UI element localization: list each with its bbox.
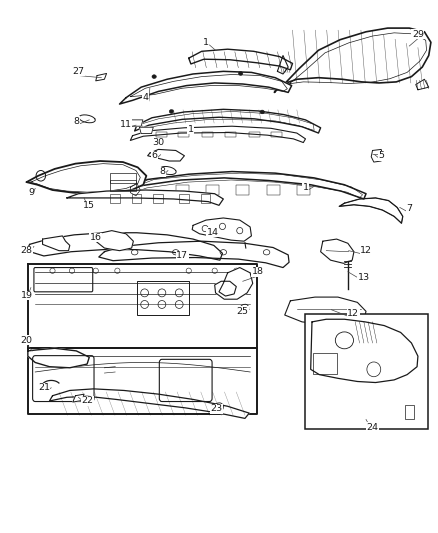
Text: 18: 18 xyxy=(252,267,264,276)
Bar xyxy=(249,132,260,138)
Polygon shape xyxy=(215,268,253,299)
Polygon shape xyxy=(134,109,321,133)
Polygon shape xyxy=(148,149,184,161)
Polygon shape xyxy=(311,319,418,383)
Bar xyxy=(176,185,189,195)
Text: 7: 7 xyxy=(406,204,412,213)
Text: 6: 6 xyxy=(151,151,157,160)
Polygon shape xyxy=(129,120,143,126)
Polygon shape xyxy=(416,79,429,90)
Bar xyxy=(132,193,141,203)
Text: 15: 15 xyxy=(83,201,95,211)
Polygon shape xyxy=(285,297,366,325)
Polygon shape xyxy=(160,166,176,175)
Polygon shape xyxy=(339,198,403,223)
Bar xyxy=(202,132,212,138)
Polygon shape xyxy=(79,115,95,123)
Bar xyxy=(178,132,189,138)
Text: 23: 23 xyxy=(211,405,223,414)
Polygon shape xyxy=(28,348,89,368)
Polygon shape xyxy=(27,161,146,193)
Polygon shape xyxy=(120,71,292,104)
Polygon shape xyxy=(28,264,257,348)
Text: 9: 9 xyxy=(28,188,34,197)
Text: 8: 8 xyxy=(160,167,166,176)
Text: 4: 4 xyxy=(142,93,148,102)
Polygon shape xyxy=(42,236,70,251)
Ellipse shape xyxy=(152,75,156,78)
Bar xyxy=(206,185,219,195)
Polygon shape xyxy=(124,172,366,199)
Text: 1: 1 xyxy=(188,125,194,134)
Text: 11: 11 xyxy=(120,119,132,128)
Text: 17: 17 xyxy=(176,252,188,261)
Bar xyxy=(405,405,413,419)
Polygon shape xyxy=(73,394,84,402)
Text: 20: 20 xyxy=(21,336,32,345)
Text: 28: 28 xyxy=(21,246,32,255)
Bar xyxy=(110,180,136,191)
Text: 16: 16 xyxy=(90,233,102,242)
Bar xyxy=(304,314,428,429)
Bar xyxy=(137,281,189,315)
Polygon shape xyxy=(274,28,431,92)
Polygon shape xyxy=(139,127,153,134)
Polygon shape xyxy=(277,55,288,74)
Polygon shape xyxy=(99,241,289,268)
Text: 27: 27 xyxy=(72,67,85,76)
Bar xyxy=(156,132,167,138)
Text: 25: 25 xyxy=(237,307,249,316)
Text: 19: 19 xyxy=(21,291,32,300)
Text: 22: 22 xyxy=(81,397,93,406)
Text: 8: 8 xyxy=(73,117,79,126)
Polygon shape xyxy=(49,389,249,418)
Bar xyxy=(226,132,236,138)
Bar xyxy=(201,193,210,203)
Bar xyxy=(297,185,310,195)
Polygon shape xyxy=(96,231,134,251)
Ellipse shape xyxy=(260,110,265,114)
Bar xyxy=(110,173,136,183)
Text: 12: 12 xyxy=(347,310,359,319)
Bar xyxy=(313,353,337,374)
Bar xyxy=(110,193,120,203)
Text: 21: 21 xyxy=(38,383,50,392)
Polygon shape xyxy=(131,126,305,142)
Bar xyxy=(267,185,279,195)
Polygon shape xyxy=(192,218,251,241)
Polygon shape xyxy=(189,49,293,70)
Bar xyxy=(271,132,282,138)
Polygon shape xyxy=(96,74,106,81)
Text: 14: 14 xyxy=(206,228,219,237)
Ellipse shape xyxy=(238,71,243,75)
Text: 13: 13 xyxy=(358,272,370,281)
Text: 30: 30 xyxy=(152,138,165,147)
Text: 1: 1 xyxy=(203,38,209,47)
Polygon shape xyxy=(27,233,223,260)
Bar xyxy=(179,193,189,203)
Polygon shape xyxy=(67,190,223,205)
Text: 12: 12 xyxy=(360,246,372,255)
Polygon shape xyxy=(28,348,257,414)
Bar xyxy=(153,193,163,203)
Text: 1: 1 xyxy=(303,183,308,192)
Text: 24: 24 xyxy=(367,423,378,432)
Polygon shape xyxy=(321,239,354,263)
Polygon shape xyxy=(371,149,382,162)
Ellipse shape xyxy=(169,110,173,114)
Text: 29: 29 xyxy=(412,30,424,39)
Text: 5: 5 xyxy=(378,151,384,160)
Bar xyxy=(236,185,249,195)
